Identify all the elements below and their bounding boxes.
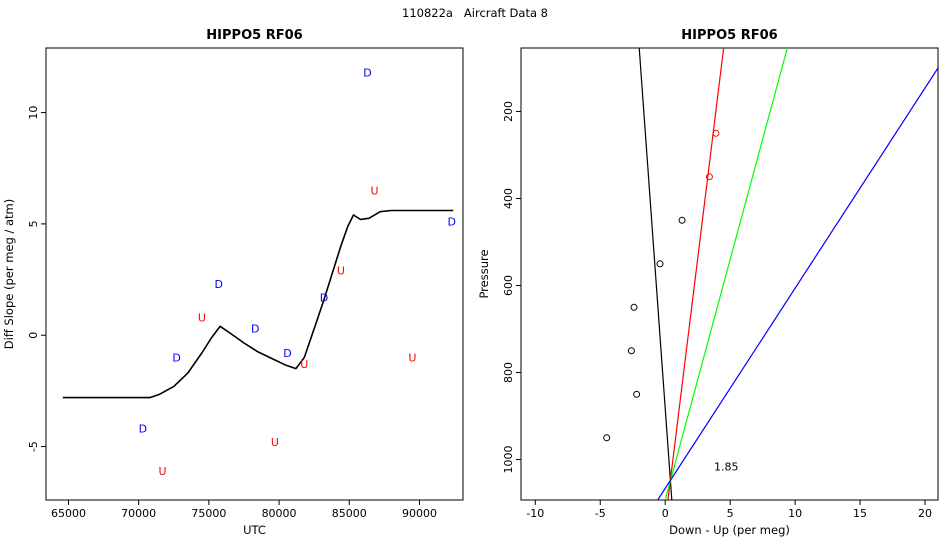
marker-U: U [337, 265, 345, 278]
y-tick-label: -5 [27, 441, 40, 452]
y-tick-label: 1000 [502, 446, 515, 474]
x-tick-label: -5 [595, 507, 606, 520]
y-tick-label: 10 [27, 106, 40, 120]
x-tick-label: 20 [918, 507, 932, 520]
marker-U: U [159, 465, 167, 478]
y-axis: 200 400 600 800 1000 [502, 101, 521, 474]
x-axis: -10 -5 0 5 10 15 20 [526, 500, 932, 520]
marker-D: D [172, 351, 180, 364]
marker-U: U [300, 358, 308, 371]
y-tick-label: 800 [502, 362, 515, 383]
chart-title: HIPPO5 RF06 [206, 28, 302, 43]
x-tick-label: 75000 [191, 507, 226, 520]
marker-U: U [271, 436, 279, 449]
x-tick-label: 15 [853, 507, 867, 520]
black-fit-line [638, 48, 673, 500]
x-tick-label: 80000 [262, 507, 297, 520]
marker-U: U [408, 351, 416, 364]
y-tick-label: 5 [27, 220, 40, 227]
y-tick-label: 200 [502, 101, 515, 122]
marker-D: D [214, 278, 222, 291]
chart-title: HIPPO5 RF06 [681, 28, 777, 43]
circle-marker [705, 173, 713, 181]
marker-U: U [371, 185, 379, 198]
plot-area [603, 48, 938, 500]
marker-D: D [139, 423, 147, 436]
chart-pressure-vs-down-up: HIPPO5 RF06 -10 -5 0 5 10 15 20 200 400 600 800 1000… [477, 28, 939, 537]
y-tick-label: 0 [27, 332, 40, 339]
red-fit-line [667, 48, 725, 500]
x-tick-label: 85000 [332, 507, 367, 520]
x-tick-label: 65000 [51, 507, 86, 520]
plot-box [45, 47, 464, 501]
marker-U: U [198, 311, 206, 324]
marker-D: D [363, 66, 371, 79]
circle-marker [678, 216, 686, 224]
annotation-text: 1.85 [714, 460, 739, 473]
plot-box [520, 47, 939, 501]
x-tick-label: 70000 [121, 507, 156, 520]
circle-marker [656, 260, 664, 268]
down-profile-points: D D D D D D D D [139, 66, 456, 435]
blue-fit-line [657, 66, 938, 500]
x-axis-label: UTC [243, 523, 266, 537]
green-fit-line [664, 48, 788, 500]
x-tick-label: 0 [662, 507, 669, 520]
x-tick-label: -10 [526, 507, 544, 520]
fitted-curve [62, 209, 454, 399]
marker-D: D [448, 216, 456, 229]
y-tick-label: 400 [502, 188, 515, 209]
circle-marker [630, 303, 638, 311]
x-axis: 65000 70000 75000 80000 85000 90000 [51, 500, 437, 520]
marker-D: D [283, 347, 291, 360]
y-axis-label: Pressure [477, 249, 491, 298]
marker-D: D [251, 323, 259, 336]
circle-marker [712, 129, 720, 137]
x-tick-label: 90000 [402, 507, 437, 520]
marker-D: D [320, 291, 328, 304]
y-axis: -5 0 5 10 [27, 106, 46, 452]
circle-marker [633, 390, 641, 398]
circle-marker [627, 347, 635, 355]
up-profile-points: U U U U U U U [159, 185, 417, 479]
chart-diff-slope-vs-utc: HIPPO5 RF06 65000 70000 75000 80000 85000 9000… [2, 28, 464, 537]
x-tick-label: 10 [788, 507, 802, 520]
y-axis-label: Diff Slope (per meg / atm) [2, 199, 16, 349]
page-title: 110822a Aircraft Data 8 [402, 6, 548, 20]
circle-marker [603, 434, 611, 442]
x-tick-label: 5 [727, 507, 734, 520]
x-axis-label: Down - Up (per meg) [669, 523, 790, 537]
chart-panels: HIPPO5 RF06 65000 70000 75000 80000 85000 9000… [0, 26, 950, 548]
red-circle-points [705, 129, 720, 181]
y-tick-label: 600 [502, 275, 515, 296]
black-circle-points [603, 216, 686, 442]
